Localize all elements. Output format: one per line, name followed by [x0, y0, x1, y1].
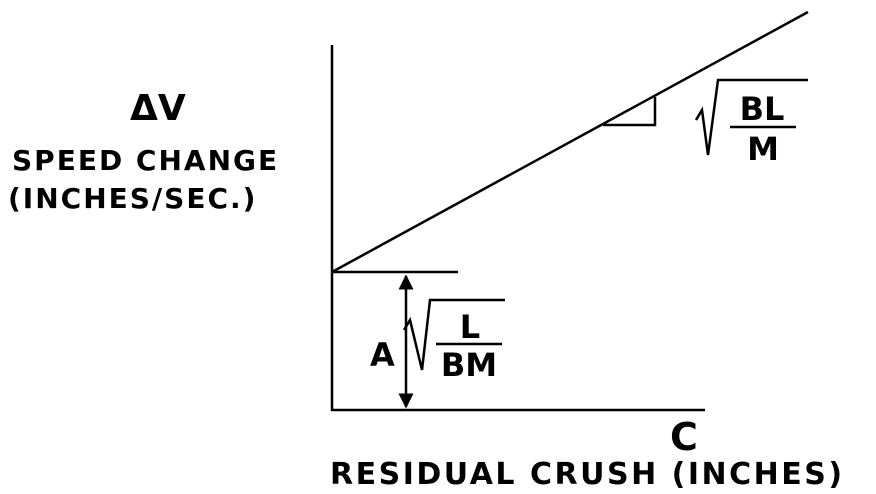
intercept-denominator: BM [441, 346, 497, 384]
sqrt-sign [694, 78, 808, 156]
slope-denominator: M [747, 130, 779, 168]
sqrt-sign [402, 298, 505, 371]
y-symbol: ΔV [130, 88, 186, 129]
x-name: RESIDUAL CRUSH (INCHES) [330, 457, 845, 489]
x-symbol: C [670, 415, 698, 459]
intercept-label: A [370, 336, 395, 374]
y-name: SPEED CHANGE [12, 144, 279, 177]
slope-triangle [603, 97, 657, 127]
y-unit: (INCHES/SEC.) [8, 182, 257, 215]
trend-line [331, 10, 809, 274]
intercept-numerator: L [460, 308, 480, 346]
slope-numerator: BL [740, 90, 785, 128]
